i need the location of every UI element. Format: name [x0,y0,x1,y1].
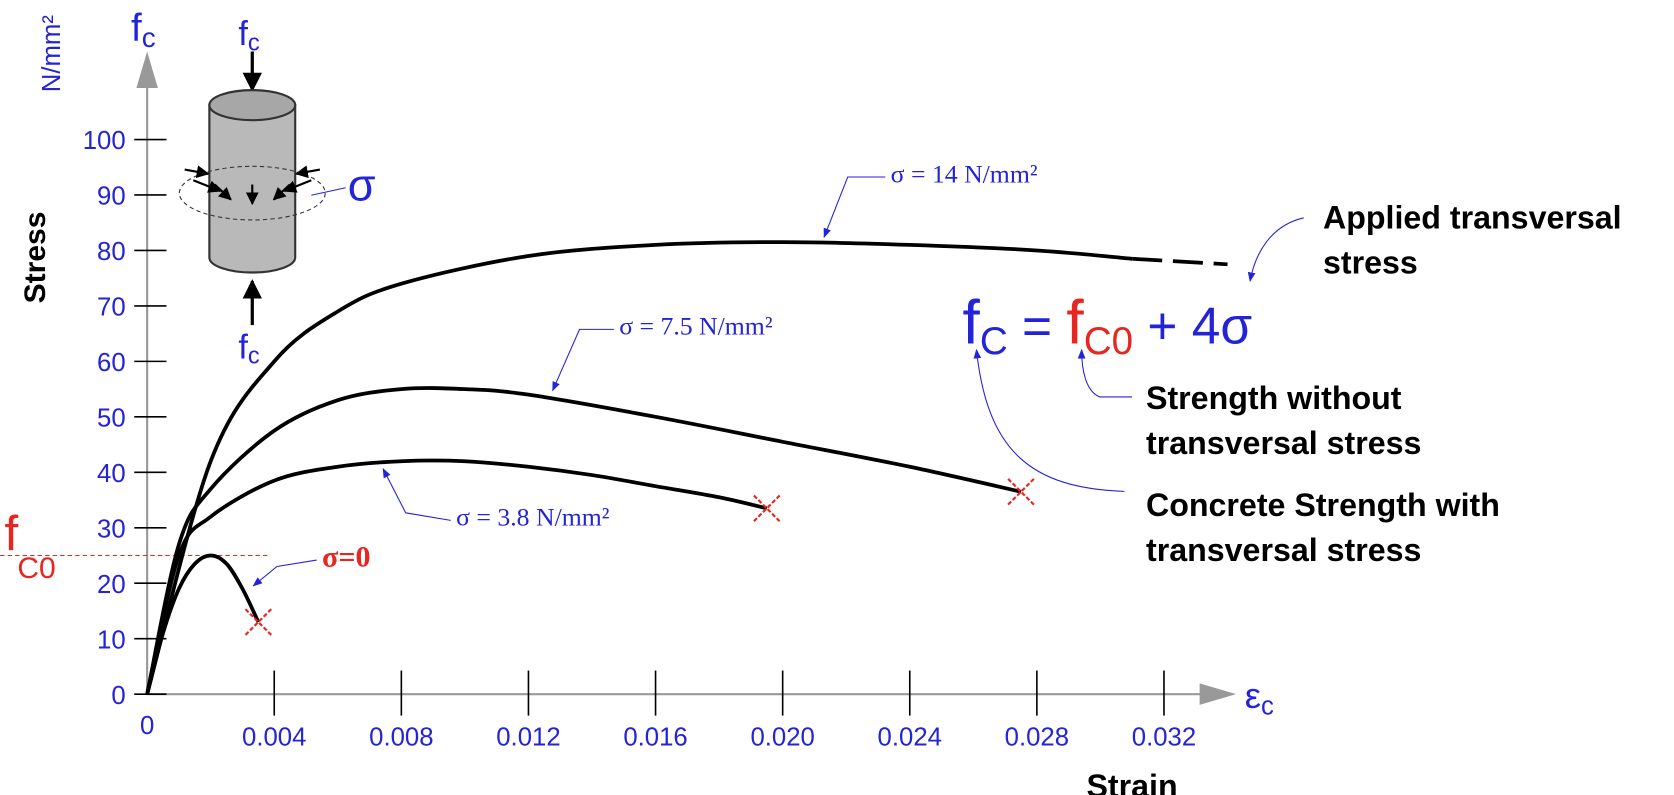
label-arrow [382,467,451,521]
x-tick-label: 0.016 [623,724,687,752]
symbol-sub: c [142,22,156,53]
x-tick-label: 0.024 [878,724,942,752]
note-line: Strength without [1146,380,1402,416]
y-axis-symbol: fc [131,7,156,53]
label-arrow [252,559,317,587]
formula-tail: + 4σ [1133,296,1252,354]
formula-eq: = [1008,296,1067,354]
symbol-sub: c [1261,693,1274,721]
y-tick-label: 60 [97,349,126,377]
note-line: transversal stress [1146,532,1421,568]
curve-label: σ = 3.8 N/mm² [456,503,610,532]
confinement-ring [178,165,326,221]
formula-sub: C [980,320,1008,363]
y-axis-label: Stress [19,212,52,304]
formula: fC = fC0 + 4σ [963,288,1253,363]
x-tick-label: 0.012 [496,724,560,752]
failure-stroke [1007,478,1035,506]
label-arrow [552,328,614,392]
symbol-base: f [238,15,248,53]
x-tick-label: 0.004 [242,724,306,752]
curve [145,386,1022,695]
load-label: fc [238,328,260,369]
y-tick-label: 90 [97,183,126,211]
x-tick-label: 0.020 [750,724,814,752]
confinement-label: σ [348,160,376,211]
note-arrow [973,348,1125,492]
y-tick-label: 70 [97,294,126,322]
symbol-base: f [131,7,142,50]
symbol-base: f [238,328,248,366]
x-tick-label: 0.008 [369,724,433,752]
confinement-leader [311,187,346,196]
failure-mark [1007,478,1035,506]
symbol-base: ε [1245,675,1261,716]
curve [145,240,1133,695]
cylinder-top [208,89,297,122]
note-line: transversal stress [1146,425,1421,461]
note-line: Applied transversal [1323,200,1622,236]
y-tick-label: 40 [97,460,126,488]
y-axis-unit: N/mm² [38,15,66,93]
y-tick-label: 10 [97,626,126,654]
note-arrow [1077,348,1133,398]
curve-label: σ=0 [322,540,370,573]
x-tick-label: 0.028 [1005,724,1069,752]
x-axis-label: Strain [1086,768,1177,795]
y-tick-label: 0 [111,682,125,710]
y-tick-label: 30 [97,515,126,543]
x-tick-label: 0 [140,712,154,740]
x-axis-arrow [1199,683,1237,705]
formula-base: f [963,288,981,357]
reference-sub: C0 [17,552,55,585]
y-tick-label: 80 [97,238,126,266]
x-axis-symbol: εc [1245,675,1274,720]
y-tick-label: 50 [97,404,126,432]
curve-label: σ = 14 N/mm² [891,159,1038,188]
confinement-arrows [184,165,321,206]
note-arrow [1247,217,1304,283]
load-label: fc [238,15,260,56]
formula-base: f [1066,288,1084,357]
x-tick-label: 0.032 [1132,724,1196,752]
curve-label: σ = 7.5 N/mm² [619,312,773,341]
specimen: σ fc fc [178,15,376,370]
notes: Applied transversal stress Strength with… [1146,200,1622,569]
failure-stroke [1007,478,1035,506]
curve-dashed [1132,256,1228,267]
symbol-sub: c [248,30,260,56]
note-line: Concrete Strength with [1146,487,1500,523]
note-line: stress [1323,245,1418,281]
curve [145,458,768,695]
formula-sub: C0 [1084,320,1133,363]
label-arrow [823,176,886,239]
y-tick-label: 20 [97,571,126,599]
symbol-sub: c [248,344,260,370]
y-axis-arrow [136,51,158,88]
reference-base: f [4,506,18,561]
y-tick-label: 100 [83,127,126,155]
